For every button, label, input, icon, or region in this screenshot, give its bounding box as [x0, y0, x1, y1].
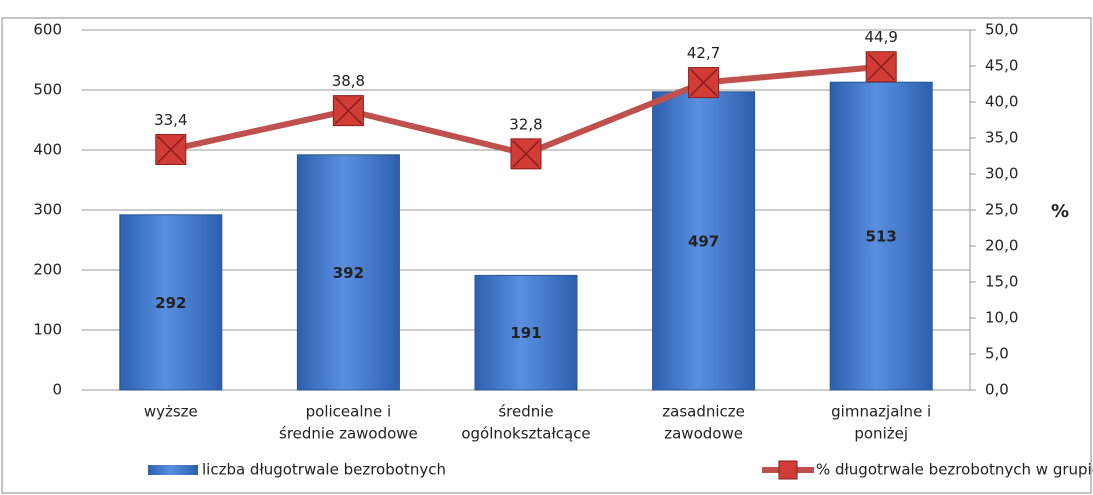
y2-tick-label: 20,0 — [985, 237, 1018, 255]
line-value-label: 38,8 — [332, 72, 365, 90]
bar — [474, 274, 578, 391]
y-tick-label: 100 — [33, 321, 62, 339]
marker-cross — [157, 135, 185, 164]
y2-tick-label: 40,0 — [985, 93, 1018, 111]
bar — [652, 91, 756, 391]
marker-cross — [334, 97, 362, 125]
line-value-label: 33,4 — [154, 111, 187, 129]
legend-swatch — [148, 465, 198, 475]
bar — [296, 154, 400, 391]
bar-value-label: 392 — [333, 264, 364, 282]
x-tick-label: policealne i — [306, 403, 392, 421]
line-value-label: 42,7 — [687, 44, 720, 62]
bar-value-label: 513 — [866, 228, 897, 246]
legend-label: % długotrwale bezrobotnych w grupie — [816, 461, 1093, 479]
marker-cross — [512, 140, 540, 168]
y-tick-label: 0 — [52, 381, 62, 399]
legend-label: liczba długotrwale bezrobotnych — [202, 461, 446, 479]
y-tick-label: 400 — [33, 141, 62, 159]
bar-value-label: 191 — [510, 324, 541, 342]
y-tick-label: 200 — [33, 261, 62, 279]
x-tick-label: średnie — [498, 403, 553, 421]
y2-tick-label: 35,0 — [985, 129, 1018, 147]
y-tick-label: 500 — [33, 81, 62, 99]
x-tick-label: zasadnicze — [662, 403, 745, 421]
x-tick-label: wyższe — [144, 403, 198, 421]
bar — [119, 214, 223, 391]
y-tick-label: 300 — [33, 201, 62, 219]
bar — [829, 81, 933, 391]
bar-value-label: 292 — [155, 294, 186, 312]
y2-tick-label: 15,0 — [985, 273, 1018, 291]
chart-frame — [1, 17, 1092, 494]
y-tick-label: 600 — [33, 21, 62, 39]
y2-axis-label: % — [1051, 201, 1069, 222]
marker-cross — [690, 69, 718, 97]
legend-marker — [778, 460, 798, 480]
y2-tick-label: 5,0 — [985, 345, 1009, 363]
y2-tick-label: 30,0 — [985, 165, 1018, 183]
x-tick-label: gimnazjalne i — [831, 403, 931, 421]
y2-tick-label: 10,0 — [985, 309, 1018, 327]
line-value-label: 32,8 — [509, 115, 542, 133]
line-value-label: 44,9 — [864, 28, 897, 46]
x-tick-label: zawodowe — [664, 425, 743, 443]
x-tick-label: poniżej — [854, 425, 908, 443]
marker-cross — [867, 53, 895, 81]
y2-tick-label: 45,0 — [985, 57, 1018, 75]
x-tick-label: ogólnokształcące — [461, 425, 590, 443]
y2-tick-label: 50,0 — [985, 21, 1018, 39]
x-tick-label: średnie zawodowe — [279, 425, 418, 443]
y2-tick-label: 0,0 — [985, 381, 1009, 399]
bar-value-label: 497 — [688, 232, 719, 250]
y2-tick-label: 25,0 — [985, 201, 1018, 219]
